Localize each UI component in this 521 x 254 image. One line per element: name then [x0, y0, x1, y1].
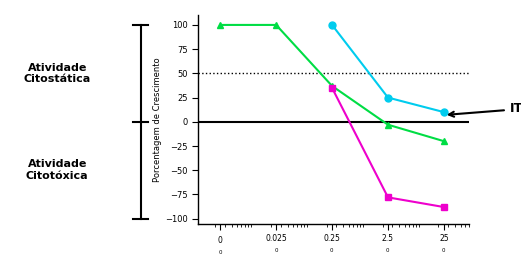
- Text: Atividade
Citotóxica: Atividade Citotóxica: [26, 160, 89, 181]
- Text: ITC: ITC: [449, 102, 521, 117]
- Text: Atividade
Citostática: Atividade Citostática: [23, 62, 91, 84]
- Y-axis label: Porcentagem de Crescimento: Porcentagem de Crescimento: [153, 57, 162, 182]
